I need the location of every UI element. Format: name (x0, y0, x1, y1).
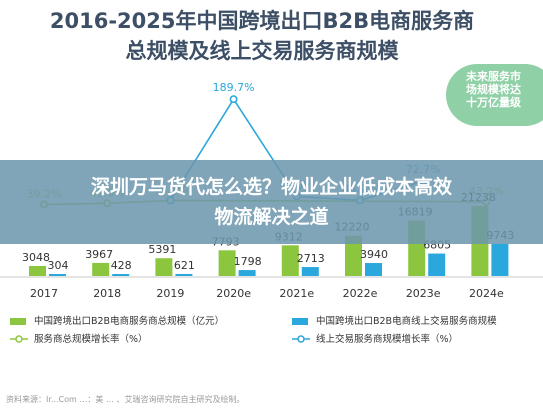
bar-total-2020e (218, 250, 236, 276)
chart-title-line-1: 2016-2025年中国跨境出口B2B电商服务商 (50, 9, 474, 33)
bar-total-2017 (29, 265, 46, 276)
banner-line-1: 深圳万马货代怎么选？物业企业低成本高效 (90, 176, 452, 198)
legend-label: 服务商总规模增长率（%） (34, 333, 148, 345)
legend-swatch (10, 318, 26, 325)
bar-online-2020e (238, 270, 256, 276)
overlay-banner: 深圳万马货代怎么选？物业企业低成本高效 物流解决之道 (0, 160, 543, 244)
bar-total-label: 3967 (85, 248, 113, 261)
x-tick-label: 2022e (343, 287, 378, 300)
bar-online-2023e (428, 253, 446, 276)
x-axis-ticks: 2017 2018 2019 2020e 2021e 2022e 2023e 2024e (30, 287, 504, 300)
growth-online-label: 189.7% (213, 81, 255, 94)
bar-online-2018 (112, 274, 130, 276)
x-tick-label: 2018 (93, 287, 121, 300)
bar-total-2018 (92, 262, 110, 276)
bar-total-label: 3048 (22, 251, 50, 264)
legend-label: 中国跨境出口B2B电商服务商总规模（亿元） (34, 315, 224, 327)
x-tick-label: 2023e (406, 287, 441, 300)
x-tick-label: 2017 (30, 287, 58, 300)
bar-online-2021e (301, 267, 319, 276)
legend-swatch (292, 318, 308, 325)
chart-title-line-2: 总规模及线上交易服务商规模 (126, 39, 400, 63)
legend: 中国跨境出口B2B电商服务商总规模（亿元） 中国跨境出口B2B电商线上交易服务商规… (10, 315, 497, 345)
bar-online-label: 2713 (297, 252, 325, 265)
x-tick-label: 2020e (216, 287, 251, 300)
legend-label: 中国跨境出口B2B电商线上交易服务商规模 (316, 315, 497, 327)
bar-online-2022e (365, 263, 382, 276)
bar-online-label: 428 (111, 259, 132, 272)
bar-online-label: 621 (174, 259, 195, 272)
x-tick-label: 2019 (156, 287, 184, 300)
bar-online-2019 (175, 273, 193, 276)
legend-swatch-point (297, 335, 305, 343)
legend-label: 线上交易服务商规模增长率（%） (316, 333, 458, 345)
bar-online-label: 1798 (234, 255, 262, 268)
bar-total-2021e (281, 245, 299, 276)
x-tick-label: 2021e (279, 287, 314, 300)
banner-line-2: 物流解决之道 (214, 206, 329, 228)
growth-online-point (229, 95, 238, 104)
bar-total-2022e (345, 235, 362, 276)
bar-online-label: 3940 (360, 248, 388, 261)
source-note: 资料来源：Ir...Com …：美 … 、艾瑞咨询研究院自主研究及绘制。 (6, 395, 245, 404)
callout-line: 十万亿量级 (466, 96, 521, 109)
callout-line: 场规模将达 (466, 83, 521, 96)
legend-swatch-point (15, 335, 23, 343)
bar-online-2024e (491, 243, 509, 276)
callout-bubble: 未来服务市 场规模将达 十万亿量级 (446, 64, 543, 126)
callout-line: 未来服务市 (466, 70, 521, 83)
bar-total-label: 5391 (148, 243, 176, 256)
bar-online-label: 304 (48, 259, 69, 272)
x-tick-label: 2024e (469, 287, 504, 300)
bar-online-2017 (49, 274, 66, 276)
bar-total-2019 (155, 258, 173, 276)
